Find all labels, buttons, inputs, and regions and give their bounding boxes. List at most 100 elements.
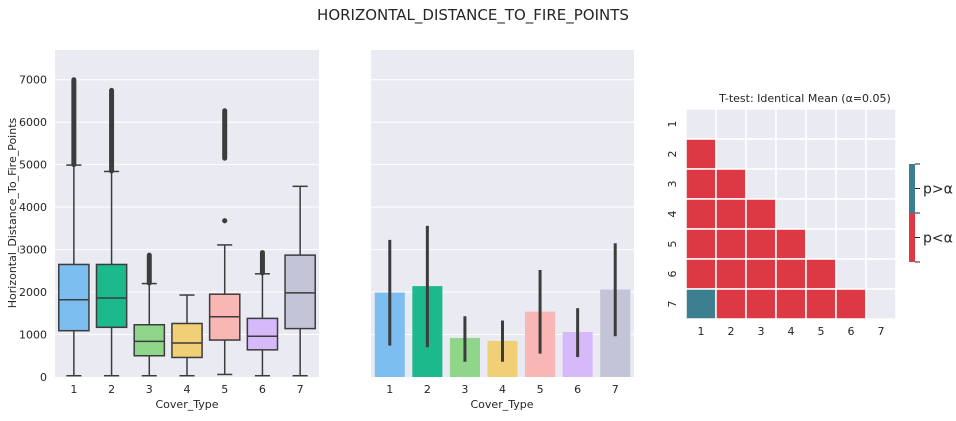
boxplot-y-ticks: 0 1000 2000 3000 4000 5000 6000 7000 xyxy=(19,74,47,384)
heatmap-cell xyxy=(745,138,777,170)
heatmap-row-label: 6 xyxy=(666,271,679,278)
heatmap-cell xyxy=(685,258,717,290)
heatmap-cell xyxy=(745,258,777,290)
barplot-marks xyxy=(374,225,631,377)
heatmap-col-label: 2 xyxy=(728,325,735,338)
heatmap-cell xyxy=(745,228,777,260)
heatmap-cell xyxy=(715,138,747,170)
outlier-point xyxy=(222,218,228,224)
heatmap-col-label: 4 xyxy=(788,325,795,338)
heatmap-cell xyxy=(835,138,867,170)
x-tick-label: 1 xyxy=(386,383,393,396)
heatmap-cell xyxy=(865,258,897,290)
box-cover-type-6 xyxy=(246,317,279,351)
x-tick-label: 3 xyxy=(146,383,153,396)
colorbar-label-low: p<α xyxy=(923,231,953,247)
x-tick-label: 6 xyxy=(259,383,266,396)
heatmap-cell xyxy=(715,198,747,230)
heatmap-cell xyxy=(685,228,717,260)
heatmap-cell xyxy=(775,258,807,290)
heatmap-colorbar: p>α p<α xyxy=(909,163,953,263)
heatmap-row-label: 7 xyxy=(666,301,679,308)
boxplot-y-axis-label: Horizontal_Distance_To_Fire_Points xyxy=(6,117,19,308)
box-cover-type-1 xyxy=(58,263,90,332)
y-tick-label: 1000 xyxy=(19,329,47,342)
heatmap-cell xyxy=(685,138,717,170)
heatmap-row-label: 3 xyxy=(666,181,679,188)
colorbar-low-segment xyxy=(909,213,915,262)
heatmap-cell xyxy=(715,108,747,140)
heatmap-cell xyxy=(685,198,717,230)
heatmap-cell xyxy=(865,138,897,170)
heatmap-title: T-test: Identical Mean (α=0.05) xyxy=(718,92,891,105)
heatmap-col-label: 6 xyxy=(848,325,855,338)
heatmap-col-label: 3 xyxy=(758,325,765,338)
ttest-heatmap: T-test: Identical Mean (α=0.05) 1234567 … xyxy=(666,92,953,338)
heatmap-cell xyxy=(745,198,777,230)
heatmap-cell xyxy=(865,228,897,260)
heatmap-cell xyxy=(685,288,717,320)
y-tick-label: 2000 xyxy=(19,286,47,299)
heatmap-cell xyxy=(775,168,807,200)
heatmap-col-label: 7 xyxy=(878,325,885,338)
heatmap-cell xyxy=(775,198,807,230)
x-tick-label: 6 xyxy=(574,383,581,396)
x-tick-label: 2 xyxy=(424,383,431,396)
colorbar-label-high: p>α xyxy=(923,182,953,198)
heatmap-col-label: 1 xyxy=(698,325,705,338)
heatmap-cell xyxy=(805,288,837,320)
heatmap-cell xyxy=(835,198,867,230)
heatmap-y-ticks: 1 2 3 4 5 6 7 xyxy=(666,121,679,308)
heatmap-x-ticks: 1 2 3 4 5 6 7 xyxy=(698,325,885,338)
boxplot-marks xyxy=(58,77,316,377)
heatmap-cell xyxy=(805,168,837,200)
barplot-x-ticks: 1 2 3 4 5 6 7 xyxy=(386,383,618,396)
barplot-axes: 1 2 3 4 5 6 7 Cover_Type xyxy=(371,50,634,411)
y-tick-label: 3000 xyxy=(19,244,47,257)
heatmap-cell xyxy=(715,228,747,260)
heatmap-cell xyxy=(775,138,807,170)
x-tick-label: 5 xyxy=(221,383,228,396)
heatmap-cell xyxy=(865,168,897,200)
y-tick-label: 7000 xyxy=(19,74,47,87)
heatmap-cell xyxy=(835,168,867,200)
box-cover-type-2 xyxy=(95,263,128,329)
heatmap-col-label: 5 xyxy=(818,325,825,338)
heatmap-cell xyxy=(835,228,867,260)
heatmap-cell xyxy=(775,228,807,260)
heatmap-cell xyxy=(715,258,747,290)
box-cover-type-3 xyxy=(133,324,166,357)
box-cover-type-7 xyxy=(284,254,316,330)
heatmap-cell xyxy=(805,258,837,290)
heatmap-cell xyxy=(865,288,897,320)
heatmap-cell xyxy=(775,288,807,320)
heatmap-cell xyxy=(835,288,867,320)
x-tick-label: 3 xyxy=(461,383,468,396)
heatmap-cell xyxy=(745,288,777,320)
y-tick-label: 5000 xyxy=(19,159,47,172)
x-tick-label: 4 xyxy=(499,383,506,396)
heatmap-cell xyxy=(865,198,897,230)
x-tick-label: 7 xyxy=(297,383,304,396)
heatmap-cell xyxy=(835,258,867,290)
heatmap-cell xyxy=(715,288,747,320)
heatmap-row-label: 1 xyxy=(666,121,679,128)
barplot-x-axis-label: Cover_Type xyxy=(471,398,534,411)
heatmap-row-label: 5 xyxy=(666,241,679,248)
heatmap-cell xyxy=(685,168,717,200)
heatmap-row-label: 4 xyxy=(666,211,679,218)
heatmap-cells xyxy=(685,108,897,320)
heatmap-cell xyxy=(805,198,837,230)
boxplot-x-axis-label: Cover_Type xyxy=(156,398,219,411)
box-cover-type-4 xyxy=(171,322,203,359)
heatmap-cell xyxy=(835,108,867,140)
x-tick-label: 4 xyxy=(184,383,191,396)
heatmap-cell xyxy=(715,168,747,200)
heatmap-cell xyxy=(865,108,897,140)
heatmap-cell xyxy=(685,108,717,140)
y-tick-label: 6000 xyxy=(19,116,47,129)
boxplot-x-ticks: 1 2 3 4 5 6 7 xyxy=(70,383,303,396)
x-tick-label: 7 xyxy=(612,383,619,396)
